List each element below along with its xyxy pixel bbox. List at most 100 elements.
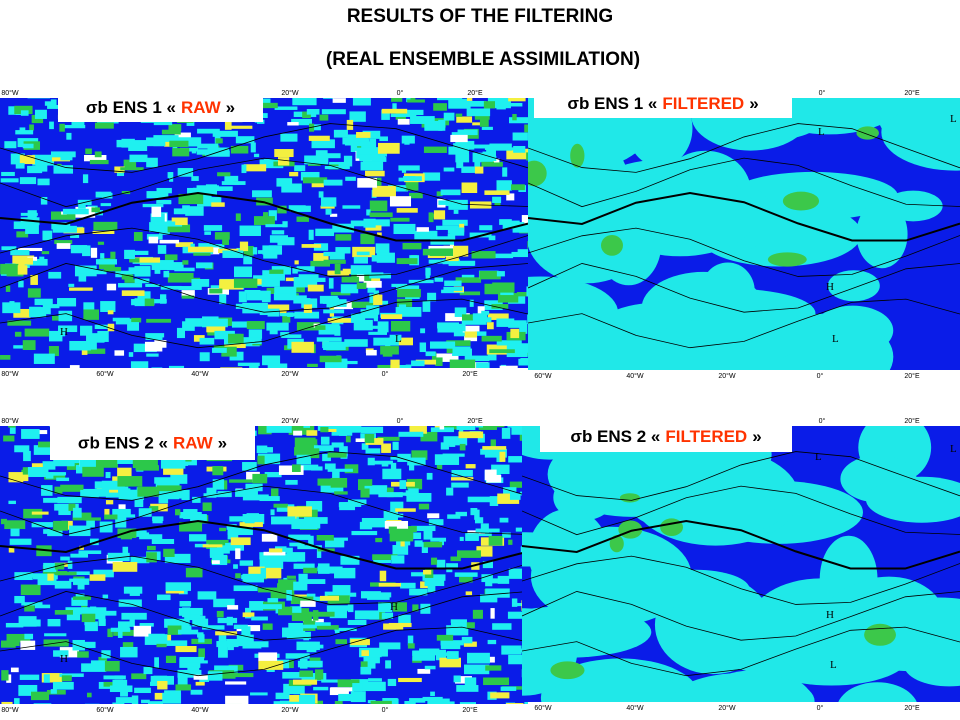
longitude-label: 60°W <box>534 704 552 712</box>
map-cell <box>47 573 54 581</box>
map-cell <box>443 286 463 291</box>
map-region <box>546 561 633 620</box>
map-cell <box>435 357 443 366</box>
map-cell <box>131 673 147 680</box>
map-cell <box>77 584 85 590</box>
map-cell <box>235 548 241 560</box>
map-cell <box>380 346 399 355</box>
map-cell <box>461 320 487 325</box>
map-cell <box>27 288 41 298</box>
map-cell <box>227 643 234 651</box>
map-cell <box>516 292 528 297</box>
map-cell <box>438 119 446 131</box>
map-cell <box>219 527 227 532</box>
map-cell <box>58 325 78 333</box>
map-cell <box>472 317 492 323</box>
map-cell <box>195 262 213 269</box>
map-cell <box>219 279 243 290</box>
map-cell <box>166 262 184 271</box>
map-cell <box>263 212 269 220</box>
map-cell <box>27 210 37 222</box>
map-cell <box>324 538 345 548</box>
map-cell <box>267 598 279 603</box>
map-cell <box>480 448 495 455</box>
map-cell <box>100 203 112 207</box>
map-cell <box>373 317 378 322</box>
map-cell <box>165 590 184 594</box>
map-cell <box>160 459 186 469</box>
map-cell <box>94 151 102 158</box>
pressure-symbol: H <box>826 281 834 293</box>
map-cell <box>316 547 322 558</box>
map-cell <box>484 448 507 458</box>
map-cell <box>481 335 502 342</box>
map-cell <box>121 290 145 296</box>
map-cell <box>89 574 106 581</box>
map-cell <box>22 257 33 265</box>
map-cell <box>52 497 70 503</box>
map-cell <box>361 443 369 450</box>
map-cell <box>291 518 318 530</box>
map-cell <box>243 164 267 172</box>
map-cell <box>481 161 503 167</box>
map-cell <box>466 98 473 101</box>
map-cell <box>448 199 468 210</box>
map-cell <box>190 689 203 695</box>
map-cell <box>53 520 68 531</box>
map-cell <box>410 116 435 124</box>
map-cell <box>311 466 323 471</box>
map-cell <box>390 113 417 118</box>
map-cell <box>455 113 463 117</box>
map-cell <box>390 217 410 222</box>
map-cell <box>114 675 124 680</box>
map-cell <box>521 215 528 226</box>
map-cell <box>233 624 248 630</box>
map-cell <box>181 295 195 299</box>
map-cell <box>425 351 436 357</box>
map-cell <box>363 662 376 669</box>
map-cell <box>137 291 151 301</box>
map-cell <box>158 493 169 504</box>
map-cell <box>82 705 93 711</box>
map-panel <box>522 426 960 702</box>
map-cell <box>474 161 481 170</box>
map-cell <box>519 323 528 334</box>
map-cell <box>369 273 391 279</box>
map-cell <box>72 578 90 585</box>
map-cell <box>72 639 85 651</box>
map-cell <box>271 230 285 235</box>
map-cell <box>481 310 490 315</box>
map-cell <box>203 225 223 231</box>
map-cell <box>235 213 241 221</box>
map-cell <box>253 153 260 158</box>
map-cell <box>485 665 502 671</box>
map-cell <box>446 651 459 660</box>
pressure-symbol: L <box>815 451 822 463</box>
map-cell <box>190 514 207 522</box>
map-cell <box>444 280 462 287</box>
map-cell <box>437 326 463 333</box>
map-cell <box>291 611 312 622</box>
map-region <box>528 160 547 187</box>
contour-line <box>0 298 528 349</box>
map-cell <box>127 322 140 331</box>
map-cell <box>455 676 472 684</box>
map-cell <box>70 245 88 254</box>
map-cell <box>193 674 213 680</box>
map-cell <box>267 363 288 368</box>
map-cell <box>303 579 326 584</box>
map-cell <box>3 435 15 442</box>
map-cell <box>414 230 438 240</box>
map-cell <box>479 271 501 280</box>
pressure-symbol: H <box>390 601 398 613</box>
map-cell <box>45 474 66 480</box>
map-cell <box>22 143 34 149</box>
map-cell <box>365 448 381 454</box>
map-cell <box>237 362 260 367</box>
map-cell <box>359 681 386 692</box>
map-cell <box>323 153 341 159</box>
map-cell <box>141 699 150 704</box>
map-cell <box>34 109 47 119</box>
map-cell <box>83 488 110 497</box>
map-cell <box>365 170 385 177</box>
